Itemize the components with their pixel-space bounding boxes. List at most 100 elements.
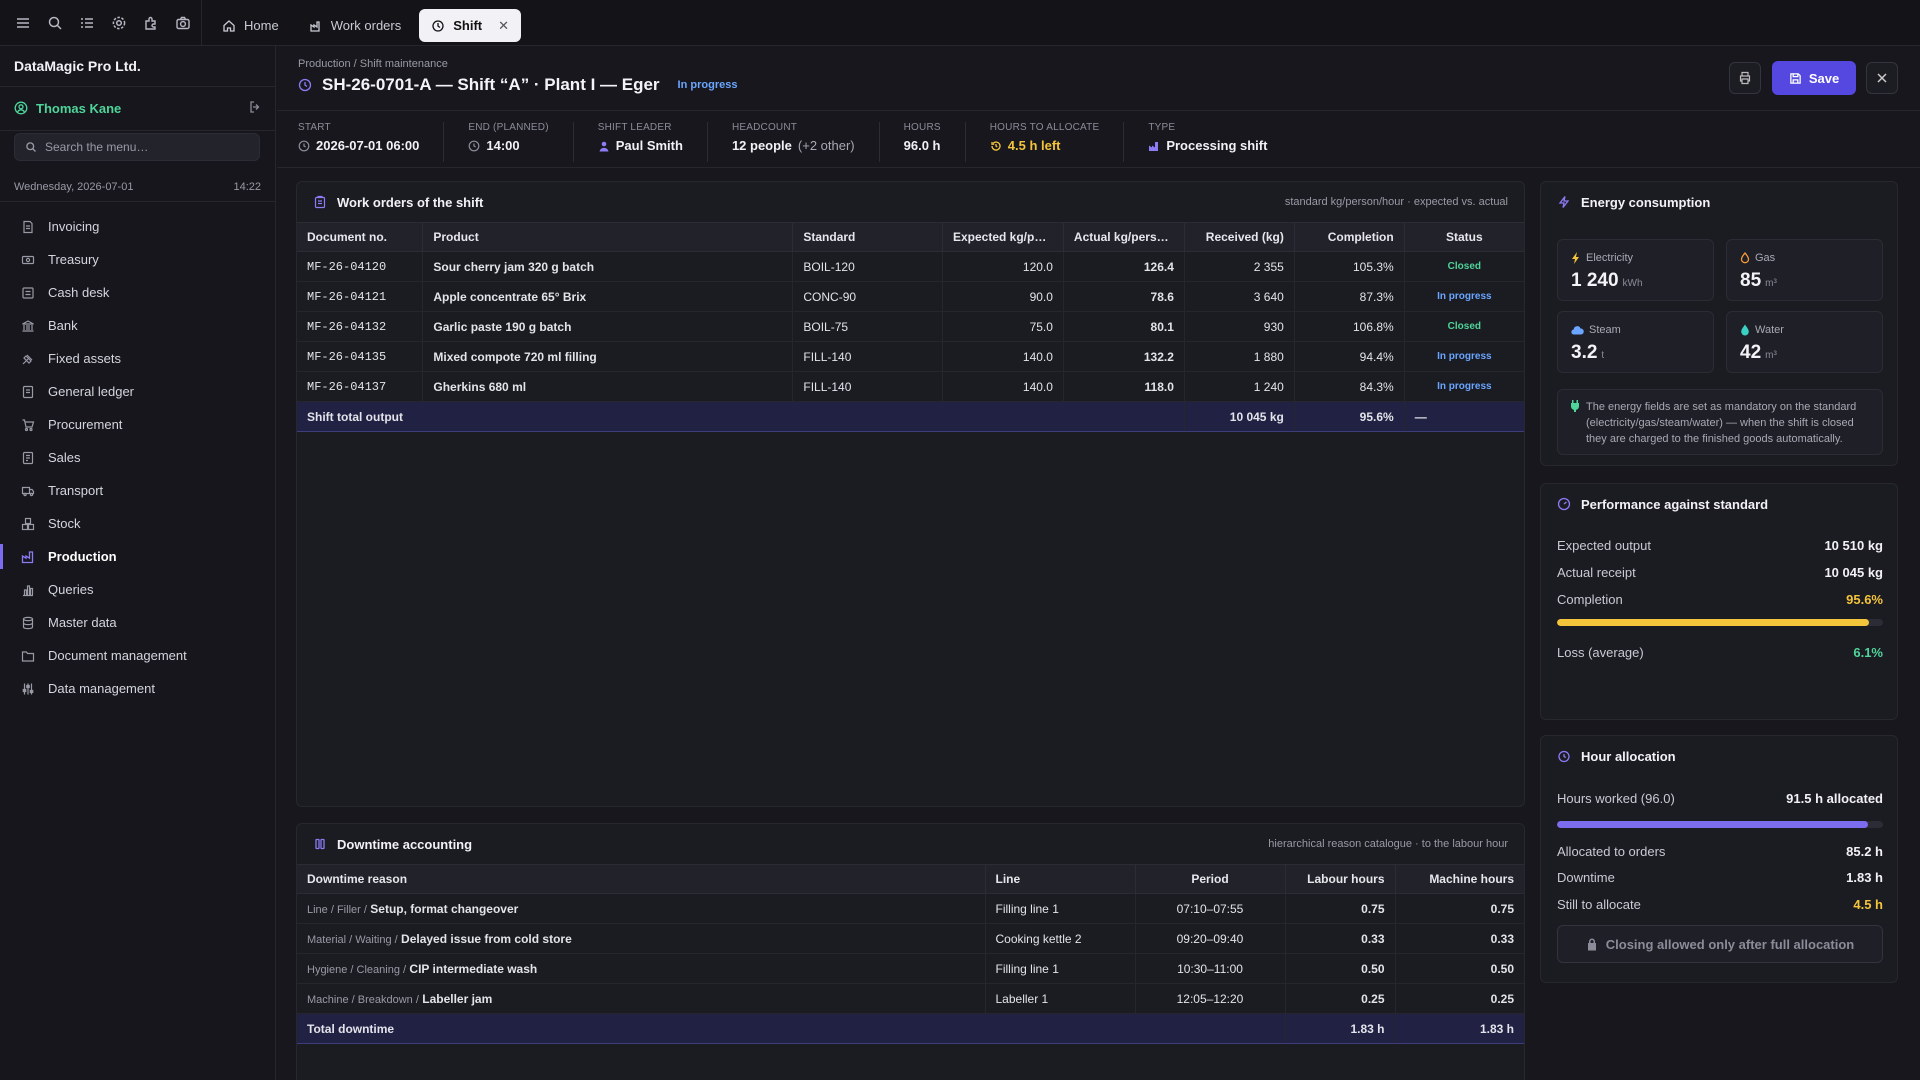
breadcrumb[interactable]: Production / Shift maintenance <box>298 58 448 70</box>
user-icon <box>14 101 28 115</box>
stat-label: Headcount <box>731 122 798 133</box>
received: 930 <box>1184 311 1295 342</box>
table-row[interactable]: MF-26-04120 Sour cherry jam 320 g batch … <box>297 251 1524 282</box>
table-row[interactable]: MF-26-04132 Garlic paste 190 g batch BOI… <box>297 311 1524 342</box>
close-shift-button[interactable]: Closing allowed only after full allocati… <box>1557 925 1883 963</box>
table-row[interactable]: MF-26-04137 Gherkins 680 ml FILL-140 140… <box>297 371 1524 402</box>
table-row[interactable]: Machine / Breakdown / Labeller jam Label… <box>297 983 1524 1014</box>
menu-icon[interactable] <box>12 12 34 34</box>
received: 2 355 <box>1184 251 1295 282</box>
tab-close-icon[interactable]: ✕ <box>498 17 510 33</box>
tile-label: Water <box>1755 324 1784 336</box>
energy-tile-water[interactable]: Water 42 m³ <box>1726 311 1883 373</box>
bolt-icon <box>1557 195 1571 209</box>
document-number[interactable]: MF-26-04135 <box>297 341 424 372</box>
sidebar-item-label: Fixed assets <box>48 351 121 366</box>
close-icon <box>1876 72 1888 84</box>
stat-hours-to-allocate: Hours to allocate 4.5 h left <box>990 122 1125 162</box>
completion: 94.4% <box>1294 341 1405 372</box>
tile-value: 1 240 <box>1571 270 1619 291</box>
table-row[interactable]: Line / Filler / Setup, format changeover… <box>297 893 1524 924</box>
hour-allocation-panel: Hour allocation Hours worked (96.0) 91.5 … <box>1540 735 1898 983</box>
checklist-icon[interactable] <box>76 12 98 34</box>
sidebar-item-stock[interactable]: Stock <box>0 507 276 540</box>
energy-tile-steam[interactable]: Steam 3.2 t <box>1557 311 1714 373</box>
sidebar-item-document-management[interactable]: Document management <box>0 639 276 672</box>
column-header[interactable]: Period <box>1135 864 1286 894</box>
logout-icon[interactable] <box>248 100 262 114</box>
document-number[interactable]: MF-26-04137 <box>297 371 424 402</box>
puzzle-icon[interactable] <box>140 12 162 34</box>
sidebar: DataMagic Pro Ltd. Thomas Kane Wednesday… <box>0 46 276 1080</box>
menu-search[interactable] <box>14 133 260 161</box>
document-number[interactable]: MF-26-04132 <box>297 311 424 342</box>
table-row[interactable]: MF-26-04135 Mixed compote 720 ml filling… <box>297 341 1524 372</box>
tile-unit: m³ <box>1765 350 1777 361</box>
column-header[interactable]: Standard <box>792 222 943 252</box>
sidebar-item-bank[interactable]: Bank <box>0 309 276 342</box>
camera-icon[interactable] <box>172 12 194 34</box>
stat-extra: (+2 other) <box>797 138 855 153</box>
clock-icon <box>468 140 480 152</box>
column-header[interactable]: Status <box>1404 222 1524 252</box>
completion: 105.3% <box>1294 251 1405 282</box>
table-row[interactable]: Hygiene / Cleaning / CIP intermediate wa… <box>297 953 1524 984</box>
truck-icon <box>20 483 36 499</box>
save-button[interactable]: Save <box>1772 61 1856 95</box>
sidebar-item-label: Master data <box>48 615 117 630</box>
close-button[interactable] <box>1866 62 1898 94</box>
panel-title: Downtime accounting <box>337 836 473 852</box>
tab-shift[interactable]: Shift ✕ <box>419 9 522 42</box>
column-header[interactable]: Machine hours <box>1395 864 1524 894</box>
sidebar-item-cash-desk[interactable]: Cash desk <box>0 276 276 309</box>
table-row[interactable]: Material / Waiting / Delayed issue from … <box>297 923 1524 954</box>
status-badge: Closed <box>1404 311 1524 342</box>
energy-tile-electricity[interactable]: Electricity 1 240 kWh <box>1557 239 1714 301</box>
total-labour: 1.83 h <box>1285 1013 1396 1044</box>
standard: CONC-90 <box>792 281 943 312</box>
column-header[interactable]: Labour hours <box>1285 864 1396 894</box>
sidebar-item-production[interactable]: Production <box>0 540 276 573</box>
gauge-icon <box>1557 497 1571 511</box>
sidebar-item-data-management[interactable]: Data management <box>0 672 276 705</box>
sidebar-item-label: Treasury <box>48 252 99 267</box>
search-icon[interactable] <box>44 12 66 34</box>
sidebar-item-transport[interactable]: Transport <box>0 474 276 507</box>
still-to-allocate-row: Still to allocate 4.5 h <box>1557 894 1883 914</box>
allocated-orders-row: Allocated to orders 85.2 h <box>1557 841 1883 861</box>
shift-icon <box>431 19 445 33</box>
sidebar-item-invoicing[interactable]: Invoicing <box>0 210 276 243</box>
document-number[interactable]: MF-26-04120 <box>297 251 424 282</box>
print-button[interactable] <box>1729 62 1761 94</box>
sidebar-item-procurement[interactable]: Procurement <box>0 408 276 441</box>
column-header[interactable]: Received (kg) <box>1184 222 1295 252</box>
menu-search-input[interactable] <box>45 140 245 154</box>
document-number[interactable]: MF-26-04121 <box>297 281 424 312</box>
column-header[interactable]: Actual kg/pers… <box>1063 222 1185 252</box>
clipboard-icon <box>313 195 327 209</box>
column-header[interactable]: Completion <box>1294 222 1405 252</box>
current-user[interactable]: Thomas Kane <box>14 96 262 120</box>
gear-icon[interactable] <box>108 12 130 34</box>
kv-value: 10 510 kg <box>1824 537 1883 553</box>
table-row[interactable]: MF-26-04121 Apple concentrate 65° Brix C… <box>297 281 1524 312</box>
tab-label: Home <box>244 18 279 33</box>
column-header[interactable]: Document no. <box>297 222 424 252</box>
sidebar-item-general-ledger[interactable]: General ledger <box>0 375 276 408</box>
sidebar-item-fixed-assets[interactable]: Fixed assets <box>0 342 276 375</box>
sidebar-item-queries[interactable]: Queries <box>0 573 276 606</box>
fixed-assets-icon <box>20 351 36 367</box>
sidebar-item-sales[interactable]: Sales <box>0 441 276 474</box>
product: Gherkins 680 ml <box>422 371 794 402</box>
sidebar-item-treasury[interactable]: Treasury <box>0 243 276 276</box>
column-header[interactable]: Expected kg/p… <box>942 222 1064 252</box>
tab-work-orders[interactable]: Work orders <box>297 9 414 42</box>
energy-tile-gas[interactable]: Gas 85 m³ <box>1726 239 1883 301</box>
column-header[interactable]: Downtime reason <box>297 864 986 894</box>
total-status: — <box>1404 401 1524 432</box>
column-header[interactable]: Product <box>422 222 794 252</box>
sidebar-item-master-data[interactable]: Master data <box>0 606 276 639</box>
sidebar-item-label: Production <box>48 549 117 564</box>
column-header[interactable]: Line <box>985 864 1136 894</box>
tab-home[interactable]: Home <box>210 9 291 42</box>
